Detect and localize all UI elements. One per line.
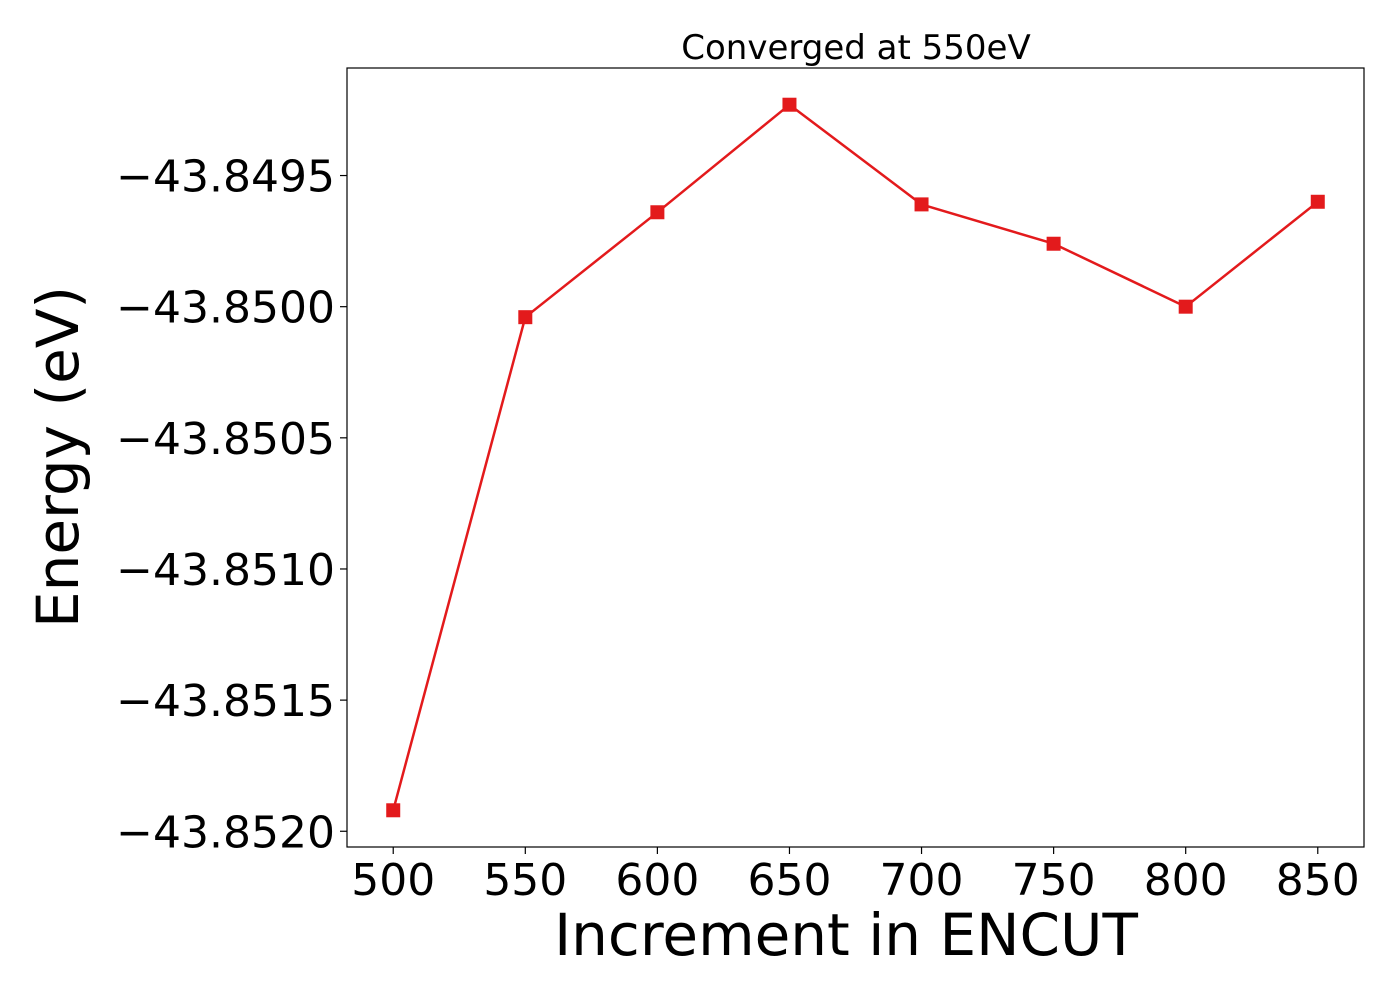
y-tick-label: −43.8520 xyxy=(116,807,335,858)
y-tick-label: −43.8505 xyxy=(116,414,335,465)
data-point-marker xyxy=(650,205,665,220)
y-tick-label: −43.8500 xyxy=(116,283,335,334)
data-point-marker xyxy=(1046,236,1061,251)
x-tick-label: 800 xyxy=(1144,855,1228,906)
series-line xyxy=(391,103,1319,811)
x-tick-label: 500 xyxy=(351,855,435,906)
data-point-marker xyxy=(386,803,401,818)
y-axis: −43.8495 −43.8500 −43.8505 −43.8510 −43.8515… xyxy=(116,152,347,858)
y-axis-label: Energy (eV) xyxy=(24,286,92,628)
data-point-marker xyxy=(518,310,533,325)
x-axis: 500 550 600 650 700 750 800 850 xyxy=(351,847,1360,906)
data-point-marker xyxy=(1178,299,1193,314)
data-point-marker xyxy=(914,197,929,212)
x-tick-label: 650 xyxy=(747,855,831,906)
x-axis-label: Increment in ENCUT xyxy=(554,901,1138,969)
x-tick-label: 850 xyxy=(1276,855,1360,906)
x-tick-label: 600 xyxy=(615,855,699,906)
y-tick-label: −43.8495 xyxy=(116,152,335,203)
x-tick-label: 700 xyxy=(880,855,964,906)
chart-title: Converged at 550eV xyxy=(681,28,1030,68)
plot-area: 500 550 600 650 700 750 800 850 −43.8495 −43.850… xyxy=(116,67,1365,906)
y-tick-label: −43.8515 xyxy=(116,676,335,727)
data-point-marker xyxy=(782,97,797,112)
data-point-marker xyxy=(1310,194,1325,209)
y-tick-label: −43.8510 xyxy=(116,545,335,596)
series-layer xyxy=(386,97,1325,818)
x-tick-label: 550 xyxy=(483,855,567,906)
x-tick-label: 750 xyxy=(1012,855,1096,906)
plot-frame xyxy=(346,67,1365,848)
